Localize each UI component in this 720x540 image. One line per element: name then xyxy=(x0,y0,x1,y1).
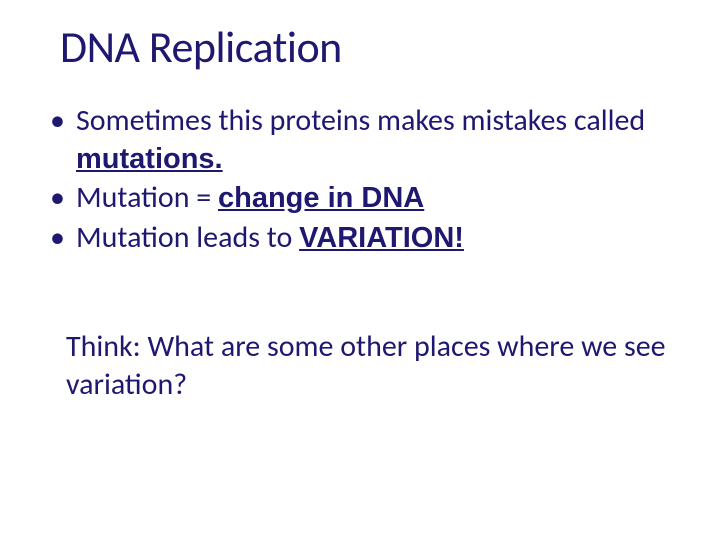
bullet-emphasis: mutations. xyxy=(76,143,223,175)
bullet-item: Sometimes this proteins makes mistakes c… xyxy=(48,102,690,177)
bullet-emphasis: change in DNA xyxy=(218,182,424,214)
slide: DNA Replication Sometimes this proteins … xyxy=(0,0,720,540)
bullet-list: Sometimes this proteins makes mistakes c… xyxy=(48,102,690,256)
bullet-text-pre: Mutation leads to xyxy=(76,219,299,256)
bullet-emphasis: VARIATION! xyxy=(299,222,464,254)
bullet-text-pre: Sometimes this proteins makes mistakes c… xyxy=(76,102,645,139)
bullet-item: Mutation = change in DNA xyxy=(48,179,690,217)
bullet-text-pre: Mutation = xyxy=(76,179,218,216)
bullet-item: Mutation leads to VARIATION! xyxy=(48,219,690,257)
slide-title: DNA Replication xyxy=(60,20,690,74)
think-prompt: Think: What are some other places where … xyxy=(66,328,690,403)
